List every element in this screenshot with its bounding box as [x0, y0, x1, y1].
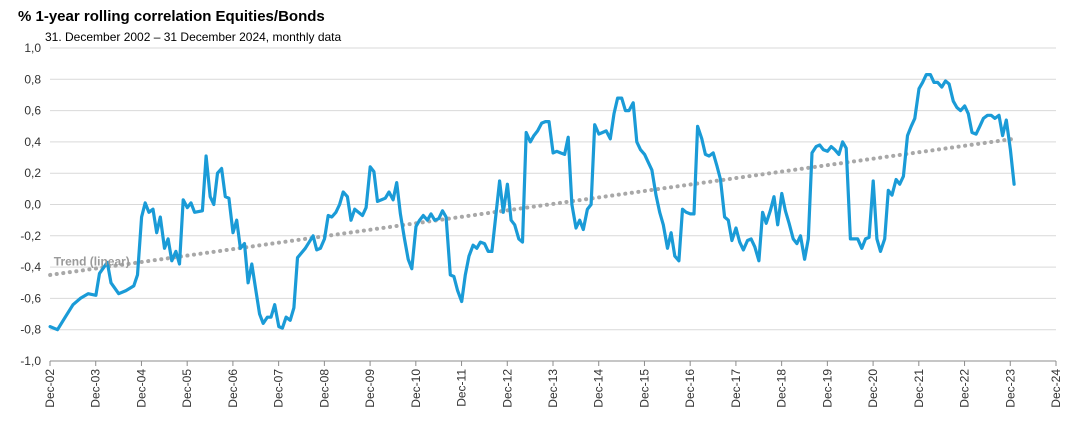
chart-title: % 1-year rolling correlation Equities/Bo…: [18, 8, 325, 25]
x-tick-label: Dec-21: [912, 369, 926, 408]
x-tick-label: Dec-20: [866, 369, 880, 408]
trend-layer: [48, 136, 1017, 277]
trend-label: Trend (linear): [54, 255, 130, 269]
y-tick-label: 0,2: [24, 166, 41, 180]
x-tick-label: Dec-24: [1049, 369, 1063, 408]
y-tick-label: 0,6: [24, 104, 41, 118]
y-tick-label: 0,8: [24, 72, 41, 86]
x-tick-label: Dec-06: [226, 369, 240, 408]
annotation-layer: Trend (linear): [54, 255, 130, 269]
y-tick-label: -0,4: [20, 260, 41, 274]
x-tick-label: Dec-07: [272, 369, 286, 408]
x-tick-label: Dec-11: [455, 369, 469, 407]
x-tick-label: Dec-13: [546, 369, 560, 408]
x-axis: Dec-02 Dec-03 Dec-04 Dec-05 Dec-06 Dec-07 Dec-…: [43, 360, 1063, 408]
x-tick-label: Dec-10: [409, 369, 423, 408]
x-tick-label: Dec-18: [775, 369, 789, 408]
chart-subtitle: 31. December 2002 – 31 December 2024, mo…: [45, 30, 342, 44]
y-tick-label: -0,6: [20, 291, 41, 305]
x-tick-label: Dec-03: [89, 369, 103, 408]
x-tick-label: Dec-16: [683, 369, 697, 408]
x-tick-label: Dec-15: [637, 369, 651, 408]
series-layer: [48, 73, 1016, 332]
series-line: [48, 73, 1016, 332]
x-tick-label: Dec-17: [729, 369, 743, 408]
x-tick-label: Dec-12: [500, 369, 514, 408]
trend-line: [48, 136, 1017, 277]
x-tick-label: Dec-02: [43, 369, 57, 408]
x-tick-label: Dec-14: [592, 369, 606, 408]
y-tick-label: 1,0: [24, 41, 41, 55]
y-tick-label: -1,0: [20, 354, 41, 368]
y-tick-label: 0,4: [24, 135, 41, 149]
gridlines: [50, 47, 1056, 362]
y-axis-ticks: -1,0 -0,8 -0,6 -0,4 -0,2 0,0 0,2 0,4 0,6 0,8 1,0: [20, 41, 41, 368]
x-tick-label: Dec-05: [180, 369, 194, 408]
x-tick-label: Dec-09: [363, 369, 377, 408]
x-tick-label: Dec-08: [317, 369, 331, 408]
y-tick-label: -0,2: [20, 229, 41, 243]
y-tick-label: 0,0: [24, 198, 41, 212]
x-tick-label: Dec-04: [134, 369, 148, 408]
x-tick-label: Dec-23: [1003, 369, 1017, 408]
y-tick-label: -0,8: [20, 323, 41, 337]
x-tick-label: Dec-19: [820, 369, 834, 408]
x-tick-label: Dec-22: [958, 369, 972, 408]
